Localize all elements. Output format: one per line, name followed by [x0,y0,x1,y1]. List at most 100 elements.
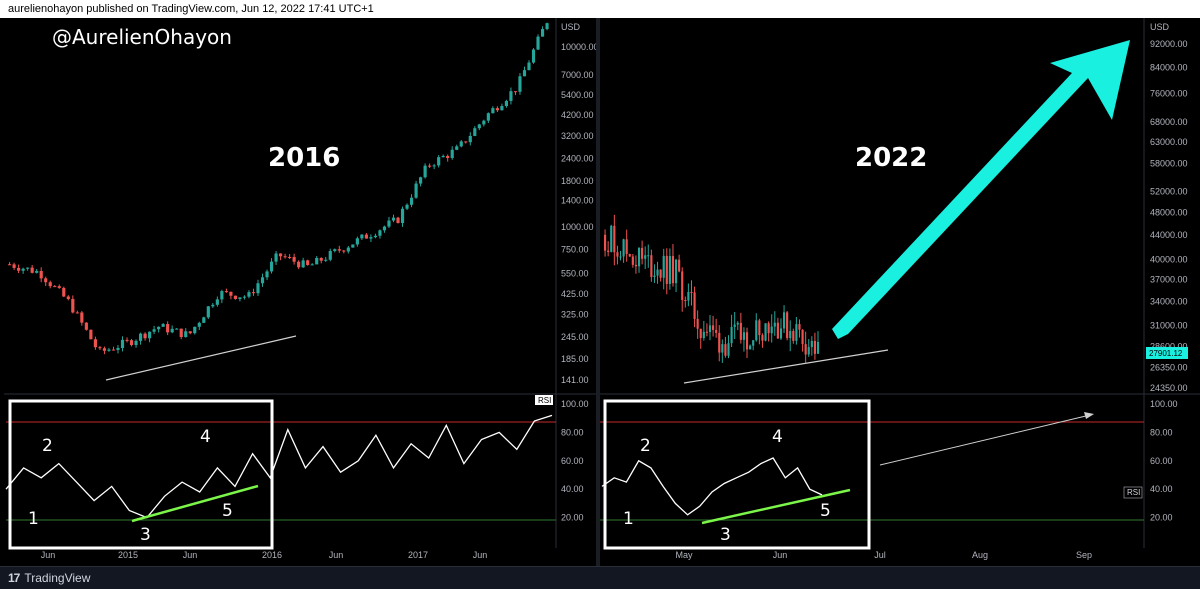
price-tick-label: 48000.00 [1150,207,1188,217]
right-time-axis: May Jun Jul Aug Sep [675,550,1092,560]
candle-body [468,135,472,143]
candle-body [644,255,647,259]
candle-body [631,256,634,265]
candle-body [297,261,301,268]
candle-body [536,36,540,50]
tradingview-logo[interactable]: 17 TradingView [8,571,90,585]
right-price-trendline [683,349,889,384]
rsi-tick-label: 60.00 [561,456,584,466]
candle-body [414,183,418,198]
candle-body [301,260,305,268]
time-tick-label: Jun [329,550,344,560]
candle-body [482,120,486,125]
candle-body [637,247,641,267]
right-rsi-projection-arrowhead [1084,412,1094,419]
candle-body [749,345,752,350]
candle-body [197,322,201,327]
candle-body [650,255,653,277]
candle-body [66,296,70,299]
candle-body [730,327,733,344]
candle-body [319,257,323,261]
candle-body [251,292,256,294]
candle-body [641,247,644,259]
candle-body [342,250,346,252]
left-rsi-trendline [131,484,259,523]
candle-body [166,324,170,333]
candle-body [279,253,283,257]
candle-body [804,344,807,355]
candle-body [17,267,21,271]
candle-body [125,339,129,341]
candle-body [428,165,432,167]
tradingview-mark-icon: 17 [8,571,20,585]
candle-body [619,256,622,258]
right-rsi-line [601,457,823,516]
candle-body [432,165,436,167]
last-price-tag-bg [1146,347,1188,359]
candle-body [810,340,813,348]
candle-body [157,326,161,330]
candle-body [256,283,260,294]
right-pane: USD 24350.0026350.0028600.0031000.003400… [600,18,1200,560]
publisher-text: aurelienohayon published on TradingView.… [8,3,374,15]
candle-body [684,300,687,302]
candle-body [12,264,16,268]
time-tick-label: Aug [972,550,988,560]
candle-body [758,320,761,336]
price-tick-label: 52000.00 [1150,187,1188,197]
candle-body [491,108,495,114]
time-tick-label: 2017 [408,550,428,560]
candle-body [274,253,278,262]
candle-body [206,306,210,318]
candle-body [509,91,513,101]
price-tick-label: 76000.00 [1150,88,1188,98]
rsi-tick-label: 80.00 [561,427,584,437]
price-tick-label: 37000.00 [1150,275,1188,285]
candle-body [721,344,724,353]
right-candles [604,214,820,363]
price-tick-label: 4200.00 [561,110,594,120]
candle-body [215,299,219,305]
right-rsi-badge: RSI [1127,488,1140,497]
right-wave-1: 1 [623,509,634,529]
candle-body [752,340,755,346]
left-price-trendline [105,335,297,381]
candle-body [527,62,531,71]
rsi-tick-label: 40.00 [561,484,584,494]
candle-body [337,249,341,251]
candle-body [540,29,545,37]
candle-body [423,165,427,178]
candle-body [727,343,730,356]
candle-body [346,247,350,252]
left-time-axis: Jun 2015 Jun 2016 Jun 2017 Jun [41,550,488,560]
time-tick-label: Jun [41,550,56,560]
candle-body [755,320,758,341]
candle-body [792,331,795,341]
candle-body [391,217,396,221]
candle-body [8,264,12,266]
left-wave-2: 2 [42,436,53,456]
price-tick-label: 31000.00 [1150,321,1188,331]
candle-body [779,328,783,339]
candle-body [500,106,504,111]
candle-body [53,286,57,288]
left-rsi-line [5,414,553,519]
left-rsi-badge-bg [535,395,553,405]
price-tick-label: 24350.00 [1150,383,1188,393]
left-wave-3: 3 [140,525,151,545]
candle-body [111,349,116,351]
candle-body [80,312,84,323]
candle-body [705,331,708,333]
candle-body [477,124,481,129]
candle-body [671,256,675,284]
candle-body [134,340,138,346]
left-price-ticks: 141.00 185.00 245.00 325.00 425.00 550.00 750.… [561,42,599,385]
candle-body [179,328,183,338]
rsi-tick-label: 20.00 [1150,513,1173,523]
candle-body [93,339,97,348]
price-tick-label: 68000.00 [1150,117,1188,127]
candle-body [628,253,631,257]
candle-body [116,347,120,350]
candle-body [715,329,718,333]
